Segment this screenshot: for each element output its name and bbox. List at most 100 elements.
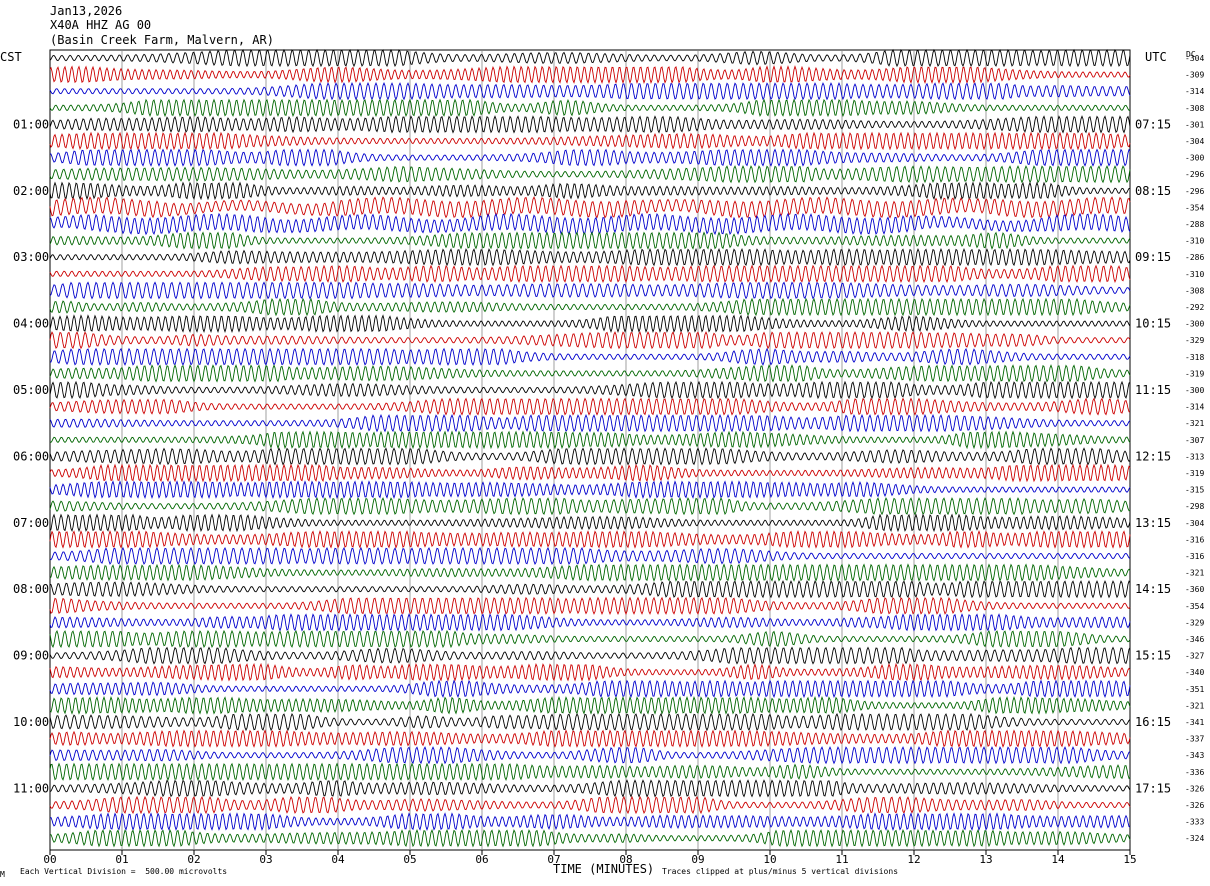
trace-line — [49, 546, 1131, 565]
trace-line — [49, 497, 1131, 516]
right-hour-label: 14:15 — [1135, 582, 1171, 596]
trace-line — [49, 48, 1131, 68]
x-tick-label: 12 — [907, 853, 920, 866]
trace-line — [49, 447, 1131, 466]
dc-offset-label: -318 — [1185, 353, 1204, 362]
right-hour-label: 11:15 — [1135, 383, 1171, 397]
trace-line — [49, 613, 1131, 632]
trace-line — [49, 380, 1131, 400]
x-tick-label: 14 — [1051, 853, 1065, 866]
dc-offset-label: -329 — [1185, 618, 1204, 627]
dc-offset-label: -304 — [1185, 54, 1204, 63]
dc-offset-label: -354 — [1185, 203, 1204, 212]
trace-line — [49, 82, 1131, 101]
dc-offset-label: -315 — [1185, 486, 1204, 495]
trace-line — [49, 696, 1131, 715]
dc-offset-label: -326 — [1185, 801, 1204, 810]
right-hour-label: 13:15 — [1135, 516, 1171, 530]
dc-offset-label: -301 — [1185, 120, 1204, 129]
dc-offset-label: -337 — [1185, 735, 1204, 744]
dc-offset-label: -354 — [1185, 602, 1204, 611]
trace-line — [49, 513, 1131, 533]
right-hour-label: 12:15 — [1135, 449, 1171, 463]
right-hour-label: 15:15 — [1135, 649, 1171, 663]
trace-line — [49, 297, 1131, 317]
trace-line — [49, 430, 1131, 450]
trace-line — [49, 212, 1131, 236]
trace-line — [49, 480, 1131, 499]
scale-note: Each Vertical Division = 500.00 microvol… — [20, 867, 228, 876]
trace-line — [49, 364, 1131, 383]
left-hour-label: 05:00 — [13, 383, 49, 397]
x-tick-label: 08 — [619, 853, 632, 866]
x-tick-label: 03 — [259, 853, 272, 866]
dc-offset-label: -296 — [1185, 170, 1204, 179]
trace-line — [49, 347, 1131, 366]
dc-offset-label: -304 — [1185, 137, 1204, 146]
trace-line — [49, 65, 1131, 85]
header-location: (Basin Creek Farm, Malvern, AR) — [50, 33, 274, 47]
header-station: X40A HHZ AG 00 — [50, 18, 152, 32]
dc-offset-label: -329 — [1185, 336, 1204, 345]
dc-offset-label: -319 — [1185, 469, 1204, 478]
x-tick-label: 15 — [1123, 853, 1136, 866]
dc-offset-label: -316 — [1185, 552, 1204, 561]
right-timezone-label: UTC — [1145, 50, 1167, 64]
x-tick-label: 06 — [475, 853, 488, 866]
trace-line — [49, 795, 1131, 815]
dc-offset-label: -292 — [1185, 303, 1204, 312]
x-tick-label: 07 — [547, 853, 560, 866]
dc-offset-label: -298 — [1185, 502, 1204, 511]
trace-line — [49, 115, 1131, 134]
trace-line — [49, 281, 1131, 300]
dc-offset-label: -316 — [1185, 535, 1204, 544]
trace-line — [49, 712, 1131, 732]
dc-offset-label: -321 — [1185, 701, 1204, 710]
trace-line — [49, 530, 1131, 549]
trace-line — [49, 679, 1131, 699]
trace-line — [49, 131, 1131, 151]
dc-offset-label: -341 — [1185, 718, 1204, 727]
trace-line — [49, 231, 1131, 250]
left-hour-label: 02:00 — [13, 184, 49, 198]
dc-offset-label: -310 — [1185, 237, 1204, 246]
dc-offset-label: -340 — [1185, 668, 1204, 677]
right-hour-label: 07:15 — [1135, 117, 1171, 131]
dc-offset-label: -333 — [1185, 818, 1204, 827]
dc-offset-label: -314 — [1185, 87, 1204, 96]
trace-line — [49, 463, 1131, 483]
x-tick-label: 09 — [691, 853, 704, 866]
dc-offset-label: -300 — [1185, 154, 1204, 163]
dc-offset-label: -326 — [1185, 784, 1204, 793]
dc-offset-label: -321 — [1185, 419, 1204, 428]
dc-offset-label: -314 — [1185, 403, 1204, 412]
trace-line — [49, 165, 1131, 184]
x-tick-label: 11 — [835, 853, 848, 866]
right-hour-label: 16:15 — [1135, 715, 1171, 729]
corner-mark: M — [0, 870, 5, 879]
trace-line — [49, 729, 1131, 748]
dc-offset-label: -307 — [1185, 436, 1204, 445]
dc-offset-label: -327 — [1185, 652, 1204, 661]
trace-line — [49, 629, 1131, 649]
dc-offset-label: -313 — [1185, 452, 1204, 461]
left-hour-label: 11:00 — [13, 781, 49, 795]
chart-traces — [49, 48, 1131, 848]
right-hour-label: 10:15 — [1135, 317, 1171, 331]
dc-offset-label: -308 — [1185, 286, 1204, 295]
dc-offset-label: -319 — [1185, 369, 1204, 378]
x-tick-label: 10 — [763, 853, 776, 866]
left-hour-label: 09:00 — [13, 649, 49, 663]
x-tick-label: 01 — [115, 853, 128, 866]
trace-line — [49, 314, 1131, 334]
right-hour-label: 08:15 — [1135, 184, 1171, 198]
left-hour-label: 04:00 — [13, 317, 49, 331]
left-hour-label: 06:00 — [13, 449, 49, 463]
chart-labels: 00 01 02 03 04 05 06 07 08 09 10 11 12 13 14 15 -304 -309… — [13, 54, 1204, 866]
left-hour-label: 03:00 — [13, 250, 49, 264]
dc-offset-label: -360 — [1185, 585, 1204, 594]
dc-offset-label: -304 — [1185, 519, 1204, 528]
left-hour-label: 07:00 — [13, 516, 49, 530]
dc-offset-label: -346 — [1185, 635, 1204, 644]
